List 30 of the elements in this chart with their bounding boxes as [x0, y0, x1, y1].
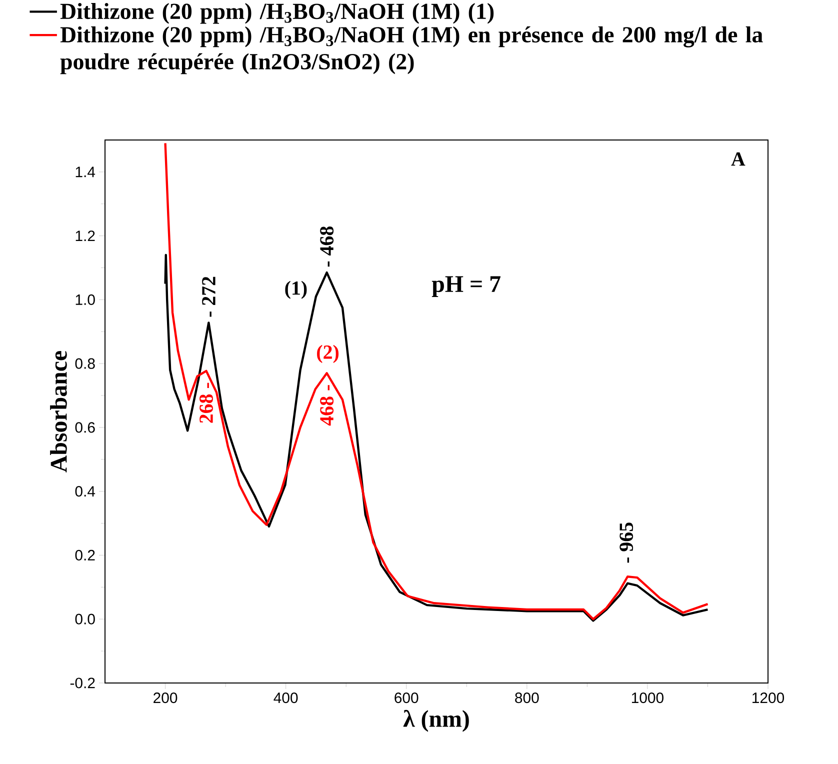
- x-tick-label: 1000: [632, 692, 664, 704]
- y-tick-label: 1.2: [76, 230, 95, 242]
- annotation: pH = 7: [432, 276, 500, 297]
- annotation: 468 -: [320, 385, 334, 426]
- x-tick-label: 600: [394, 692, 418, 704]
- x-tick-label: 400: [274, 692, 298, 704]
- x-tick-label: 800: [515, 692, 539, 704]
- y-tick-label: 0.8: [75, 358, 95, 369]
- y-tick-label: 0.4: [75, 486, 96, 497]
- y-axis-title: Absorbance: [50, 351, 67, 472]
- y-tick-label: 1.4: [76, 166, 96, 178]
- x-tick-label: 1200: [752, 692, 784, 704]
- annotation: - 965: [620, 522, 634, 563]
- x-axis-title: λ (nm): [403, 710, 469, 732]
- y-tick-label: -0.2: [70, 678, 95, 688]
- annotation: - 272: [202, 276, 216, 317]
- annotation: A: [731, 152, 746, 166]
- annotation: - 468: [320, 226, 334, 267]
- annotation: (2): [317, 344, 339, 363]
- y-tick-label: 1.0: [76, 294, 95, 305]
- legend-label: Dithizone (20 ppm) /H$_{3}$BO$_{3}$/NaOH (1M) (1): [60, 2, 494, 24]
- annotation: 268 -: [200, 382, 213, 423]
- y-tick-label: 0.6: [75, 422, 95, 433]
- y-tick-label: 0.2: [75, 550, 95, 561]
- line-series: [164, 142, 709, 620]
- annotation: (1): [285, 280, 307, 299]
- line-series: [164, 254, 709, 622]
- y-tick-label: 0.0: [75, 614, 95, 624]
- x-tick-label: 200: [154, 692, 178, 704]
- legend-label: Dithizone (20 ppm) /H$_{3}$BO$_{3}$/NaOH (1M) en présence de 200 mg/l de la poudre récupérée (In2O3/SnO2) (2): [60, 26, 763, 74]
